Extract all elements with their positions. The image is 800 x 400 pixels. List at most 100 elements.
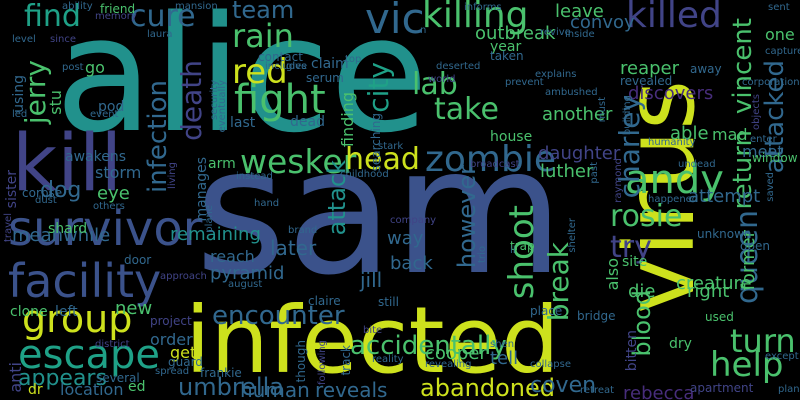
cloud-word-accidentally: accidentally bbox=[350, 331, 507, 361]
cloud-word-instead: instead bbox=[236, 171, 273, 182]
cloud-word-creature: creature bbox=[676, 273, 752, 294]
cloud-word-august: august bbox=[228, 279, 263, 290]
cloud-word-several: several bbox=[96, 371, 140, 385]
cloud-word-go: go bbox=[85, 58, 105, 77]
cloud-word-raymond: raymond bbox=[613, 158, 624, 203]
cloud-word-order: order bbox=[150, 330, 193, 349]
cloud-word-claim: claim bbox=[311, 56, 349, 72]
cloud-word-another: another bbox=[542, 104, 613, 125]
cloud-word-event: event bbox=[90, 109, 119, 120]
cloud-word-window: window bbox=[752, 151, 798, 165]
cloud-word-childhood: childhood bbox=[340, 169, 389, 180]
cloud-word-group: group bbox=[22, 297, 133, 341]
cloud-word-try: try bbox=[610, 230, 652, 265]
cloud-word-includes: includes bbox=[265, 61, 307, 72]
cloud-word-ability: ability bbox=[62, 1, 93, 12]
cloud-word-get: get bbox=[170, 343, 197, 362]
cloud-word-new: new bbox=[115, 298, 153, 319]
cloud-word-facility: facility bbox=[8, 254, 162, 308]
cloud-word-shelter: shelter bbox=[567, 218, 578, 253]
cloud-word-bridge: bridge bbox=[577, 309, 616, 323]
cloud-word-trio: trio bbox=[477, 246, 488, 263]
cloud-word-way: way bbox=[387, 228, 424, 249]
cloud-word-approach: approach bbox=[160, 271, 207, 282]
cloud-word-district: district bbox=[95, 339, 130, 350]
cloud-word-shen: shen bbox=[490, 339, 515, 350]
cloud-word-killed: killed bbox=[626, 0, 722, 36]
cloud-word-fight: fight bbox=[234, 77, 326, 123]
cloud-word-revealing: revealing bbox=[425, 359, 472, 370]
cloud-word-lab: lab bbox=[412, 67, 458, 102]
cloud-word-track: track bbox=[339, 345, 353, 376]
cloud-word-memory: memory bbox=[95, 11, 137, 22]
cloud-word-others: others bbox=[93, 201, 125, 212]
cloud-word-red: red bbox=[232, 52, 288, 92]
cloud-word-serum: serum bbox=[306, 71, 344, 85]
cloud-word-eventually: eventually bbox=[217, 80, 228, 133]
cloud-word-rebecca: rebecca bbox=[623, 383, 695, 400]
cloud-word-able: able bbox=[670, 123, 709, 144]
cloud-word-reveals: reveals bbox=[315, 378, 388, 400]
cloud-word-following: following bbox=[317, 340, 328, 385]
cloud-word-must: must bbox=[597, 97, 608, 123]
cloud-word-sister: sister bbox=[4, 170, 20, 209]
cloud-word-ambushed: ambushed bbox=[545, 87, 598, 98]
cloud-word-stu: stu bbox=[46, 90, 65, 115]
cloud-word-open: open bbox=[740, 239, 770, 253]
cloud-word-away: away bbox=[690, 62, 722, 76]
cloud-word-building: building bbox=[622, 95, 633, 136]
cloud-word-andy: andy bbox=[625, 157, 724, 203]
cloud-word-friend: friend bbox=[100, 2, 136, 16]
cloud-word-cooper: cooper bbox=[425, 343, 487, 364]
cloud-word-deserted: deserted bbox=[436, 61, 481, 72]
cloud-word-leave: leave bbox=[555, 1, 604, 22]
cloud-word-dr: dr bbox=[28, 382, 43, 398]
cloud-word-top: top bbox=[345, 54, 362, 65]
cloud-word-remaining: remaining bbox=[170, 224, 261, 245]
cloud-word-still: still bbox=[378, 295, 399, 309]
cloud-word-finding: finding bbox=[338, 92, 357, 148]
cloud-word-sent: sent bbox=[768, 2, 790, 13]
cloud-word-human: human bbox=[240, 378, 310, 400]
cloud-word-stark: stark bbox=[378, 141, 404, 152]
cloud-word-alice: alice bbox=[55, 0, 429, 168]
cloud-word-used: used bbox=[705, 310, 734, 324]
cloud-word-capture: capture bbox=[765, 46, 800, 57]
cloud-word-awakens: awakens bbox=[65, 149, 126, 165]
cloud-word-led: led bbox=[12, 109, 28, 120]
cloud-word-appears: appears bbox=[18, 366, 107, 391]
cloud-word-kill: kill bbox=[12, 119, 123, 209]
cloud-word-discovers: discovers bbox=[628, 83, 714, 104]
cloud-word-since: since bbox=[50, 34, 76, 45]
cloud-word-clone: clone bbox=[10, 304, 48, 320]
cloud-word-level: level bbox=[12, 34, 36, 45]
cloud-word-corpse: corpse bbox=[22, 186, 63, 200]
cloud-word-claire: claire bbox=[308, 294, 341, 308]
cloud-word-bite: bite bbox=[363, 325, 383, 336]
cloud-word-bitten: bitten bbox=[624, 330, 640, 372]
cloud-word-broadcast: broadcast bbox=[470, 159, 520, 170]
cloud-word-ii: ii bbox=[510, 245, 516, 256]
cloud-word-give: give bbox=[286, 61, 308, 72]
cloud-word-dust: dust bbox=[35, 195, 57, 206]
cloud-word-revive: revive bbox=[540, 27, 571, 38]
cloud-word-zombie: zombie bbox=[425, 139, 556, 180]
cloud-word-right: right bbox=[687, 281, 730, 302]
cloud-word-except: except bbox=[765, 351, 799, 362]
cloud-word-die: die bbox=[628, 281, 656, 302]
cloud-word-spread: spread bbox=[155, 366, 190, 377]
cloud-word-reality: reality bbox=[372, 354, 404, 365]
cloud-word-n: n bbox=[420, 25, 427, 36]
cloud-word-dry: dry bbox=[669, 336, 692, 352]
cloud-word-mad: mad bbox=[712, 125, 748, 144]
cloud-word-sam: sam bbox=[195, 111, 564, 314]
cloud-word-saved: saved bbox=[765, 172, 776, 202]
cloud-word-site: site bbox=[622, 254, 648, 270]
cloud-word-revealed: revealed bbox=[620, 74, 673, 88]
cloud-word-trap: trap bbox=[510, 239, 535, 253]
cloud-word-later: later bbox=[270, 236, 317, 260]
cloud-word-brand: brand bbox=[288, 225, 318, 236]
cloud-word-however: however bbox=[453, 165, 481, 269]
cloud-word-company: company bbox=[390, 215, 437, 226]
